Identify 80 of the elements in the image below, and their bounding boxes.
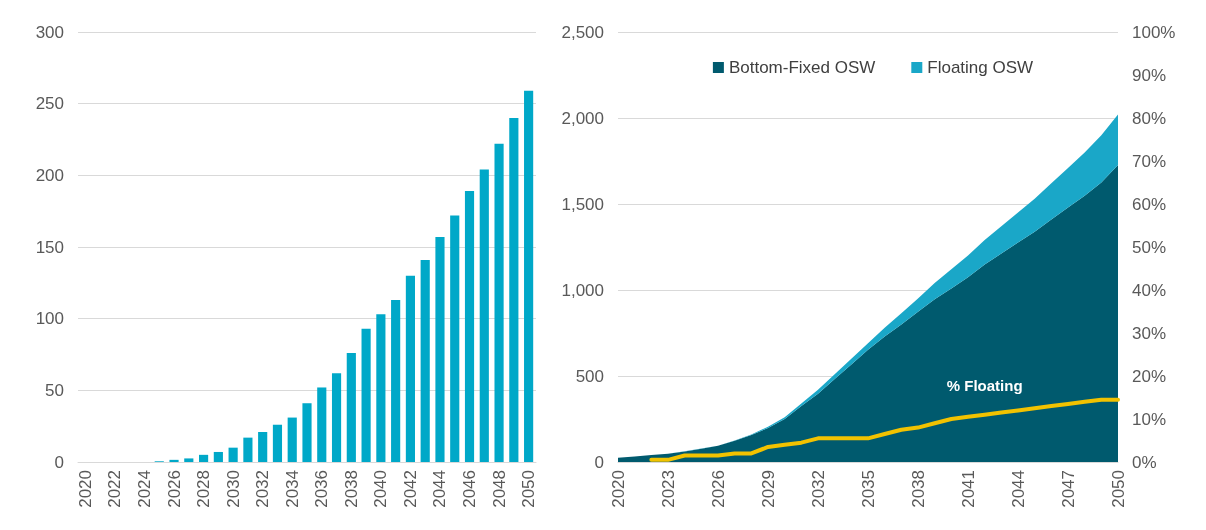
series-label: % Floating — [946, 376, 1023, 394]
y-tick-label: 100 — [35, 309, 64, 329]
x-tick-label: 2035 — [858, 470, 878, 508]
x-tick-label: 2030 — [223, 470, 243, 508]
bar — [287, 417, 297, 462]
x-tick-label: 2050 — [1108, 470, 1128, 508]
x-tick-label: 2048 — [489, 470, 509, 508]
x-tick-label: 2026 — [708, 470, 728, 508]
bar — [361, 328, 371, 462]
bar — [391, 300, 401, 462]
bar — [184, 458, 194, 462]
line-series — [649, 397, 1120, 462]
y2-tick-label: 60% — [1132, 194, 1167, 214]
bar — [450, 215, 460, 462]
x-tick-label: 2038 — [341, 470, 361, 508]
y-tick-label: 250 — [35, 94, 64, 114]
bar — [346, 353, 356, 462]
y2-tick-label: 10% — [1132, 409, 1167, 429]
bar — [317, 387, 327, 462]
x-tick-label: 2040 — [371, 470, 391, 508]
y-tick-label: 300 — [35, 22, 64, 42]
bar — [435, 236, 445, 462]
y-tick-label: 0 — [594, 452, 604, 472]
bar — [199, 454, 209, 462]
bar — [509, 118, 519, 462]
bar — [228, 447, 238, 462]
y2-tick-label: 40% — [1132, 280, 1167, 300]
x-tick-label: 2038 — [908, 470, 928, 508]
y2-tick-label: 90% — [1132, 65, 1167, 85]
x-tick-label: 2020 — [608, 470, 628, 508]
bar — [213, 451, 223, 462]
bar — [524, 90, 534, 462]
bar — [331, 373, 342, 462]
y-tick-label: 1,500 — [561, 194, 604, 214]
x-tick-label: 2024 — [134, 470, 154, 508]
y2-tick-label: 100% — [1132, 22, 1176, 42]
y2-tick-label: 0% — [1132, 452, 1157, 472]
x-tick-label: 2036 — [312, 470, 332, 508]
y-tick-label: 500 — [575, 366, 604, 386]
y-tick-label: 2,500 — [561, 22, 604, 42]
y-tick-label: 2,000 — [561, 108, 604, 128]
x-tick-label: 2028 — [194, 470, 214, 508]
bar — [272, 424, 283, 462]
x-tick-label: 2029 — [758, 470, 778, 508]
y2-tick-label: 30% — [1132, 323, 1167, 343]
y-tick-label: 0 — [54, 452, 64, 472]
y-tick-label: 200 — [35, 165, 64, 185]
x-tick-label: 2047 — [1058, 470, 1078, 508]
x-tick-label: 2042 — [400, 470, 420, 508]
y2-tick-label: 70% — [1132, 151, 1167, 171]
x-tick-label: 2022 — [105, 470, 125, 508]
x-tick-label: 2044 — [1008, 470, 1028, 508]
x-tick-label: 2020 — [75, 470, 95, 508]
y2-tick-label: 80% — [1132, 108, 1167, 128]
y-tick-label: 150 — [35, 237, 64, 257]
legend-label: Floating OSW — [927, 58, 1034, 77]
x-tick-label: 2032 — [253, 470, 273, 508]
y-tick-label: 50 — [45, 380, 64, 400]
bar — [420, 259, 430, 462]
bar — [405, 275, 415, 462]
x-tick-label: 2034 — [282, 470, 302, 508]
x-tick-label: 2026 — [164, 470, 184, 508]
bar — [302, 403, 312, 462]
x-tick-label: 2046 — [460, 470, 480, 508]
y2-tick-label: 50% — [1132, 237, 1167, 257]
x-tick-label: 2032 — [808, 470, 828, 508]
bar — [169, 459, 179, 462]
legend-label: Bottom-Fixed OSW — [728, 58, 876, 77]
bar — [494, 143, 504, 462]
bar — [464, 191, 475, 462]
bar — [479, 169, 489, 462]
x-tick-label: 2023 — [658, 470, 678, 508]
bar — [243, 437, 253, 462]
y2-tick-label: 20% — [1132, 366, 1167, 386]
x-tick-label: 2044 — [430, 470, 450, 508]
bar — [258, 431, 268, 462]
bar — [376, 314, 386, 462]
x-tick-label: 2050 — [519, 470, 539, 508]
x-tick-label: 2041 — [958, 470, 978, 508]
y-tick-label: 1,000 — [561, 280, 604, 300]
